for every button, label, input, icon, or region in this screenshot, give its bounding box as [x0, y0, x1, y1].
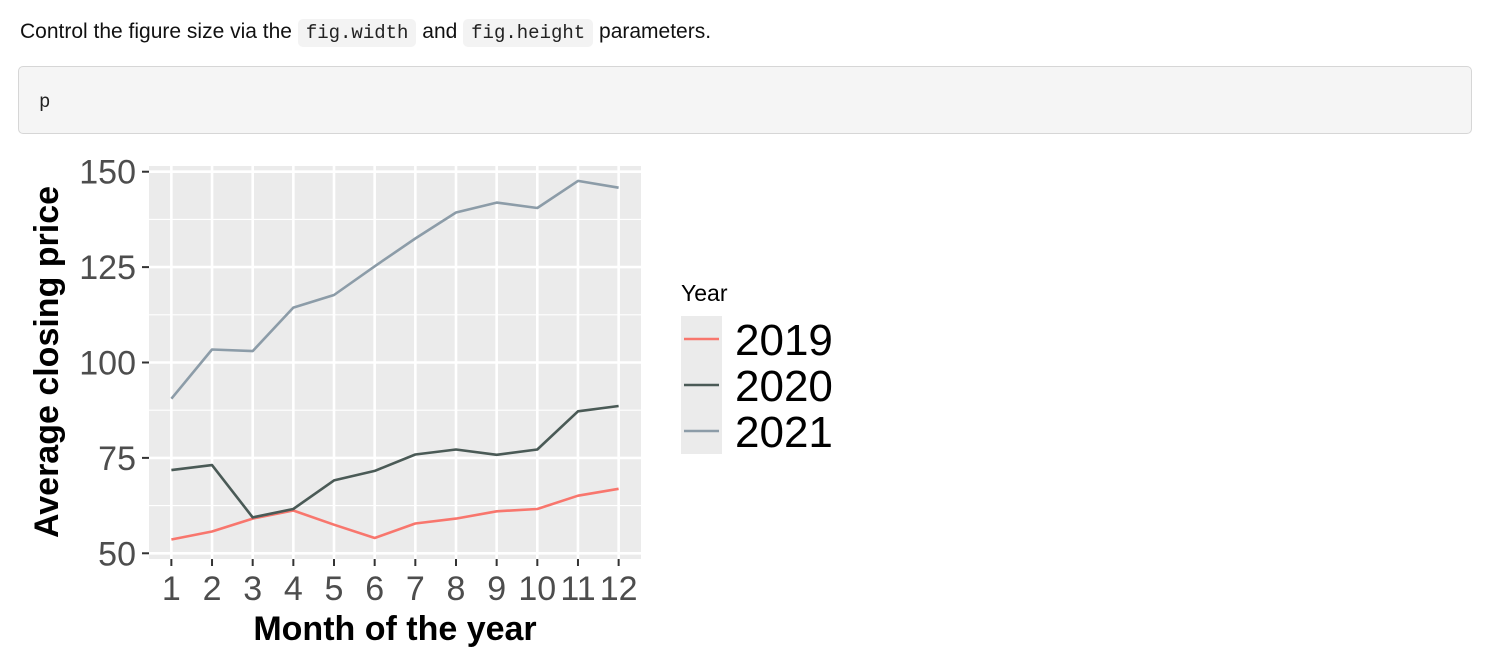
- y-tick-label: 100: [79, 345, 136, 383]
- series-line-2021: [170, 179, 619, 400]
- x-tick-label: 9: [487, 570, 506, 608]
- x-tick-label: 4: [284, 570, 303, 608]
- x-tick-label: 1: [162, 570, 181, 608]
- legend-title: Year: [681, 280, 728, 306]
- x-tick-label: 7: [406, 570, 425, 608]
- y-axis-title: Average closing price: [28, 186, 66, 538]
- legend-label-2019: 2019: [735, 316, 833, 365]
- x-tick-label: 8: [447, 570, 466, 608]
- x-tick-label: 10: [518, 570, 556, 608]
- x-tick-label: 12: [600, 570, 638, 608]
- x-tick-label: 2: [203, 570, 222, 608]
- x-axis-title: Month of the year: [253, 610, 536, 648]
- x-tick-label: 11: [560, 570, 595, 608]
- x-axis: 1 2 3 4 5 6 7 8 9 10 11 12: [162, 559, 638, 608]
- intro-paragraph: Control the figure size via the fig.widt…: [20, 14, 711, 51]
- intro-text-after: parameters.: [593, 20, 712, 43]
- series-lines: [170, 179, 619, 541]
- grid-major-lines: [149, 166, 641, 559]
- y-tick-label: 125: [79, 249, 136, 287]
- series-line-2019: [171, 487, 619, 541]
- x-tick-label: 5: [325, 570, 344, 608]
- x-tick-label: 6: [365, 570, 384, 608]
- y-tick-label: 75: [98, 440, 136, 478]
- legend-label-2020: 2020: [735, 362, 833, 411]
- intro-text-before: Control the figure size via the: [20, 20, 298, 43]
- y-axis: 50 75 100 125 150: [79, 154, 149, 573]
- y-tick-label: 50: [98, 535, 136, 573]
- grid-minor-lines: [149, 218, 641, 507]
- legend-label-2021: 2021: [735, 408, 833, 457]
- x-tick-label: 3: [243, 570, 262, 608]
- intro-text-middle: and: [416, 20, 464, 43]
- y-tick-label: 150: [79, 154, 136, 192]
- inline-code-fig-width: fig.width: [297, 19, 417, 47]
- code-block-text: p: [39, 91, 51, 113]
- inline-code-fig-height: fig.height: [463, 19, 594, 47]
- series-line-2020: [171, 404, 619, 519]
- code-block[interactable]: p: [18, 66, 1472, 134]
